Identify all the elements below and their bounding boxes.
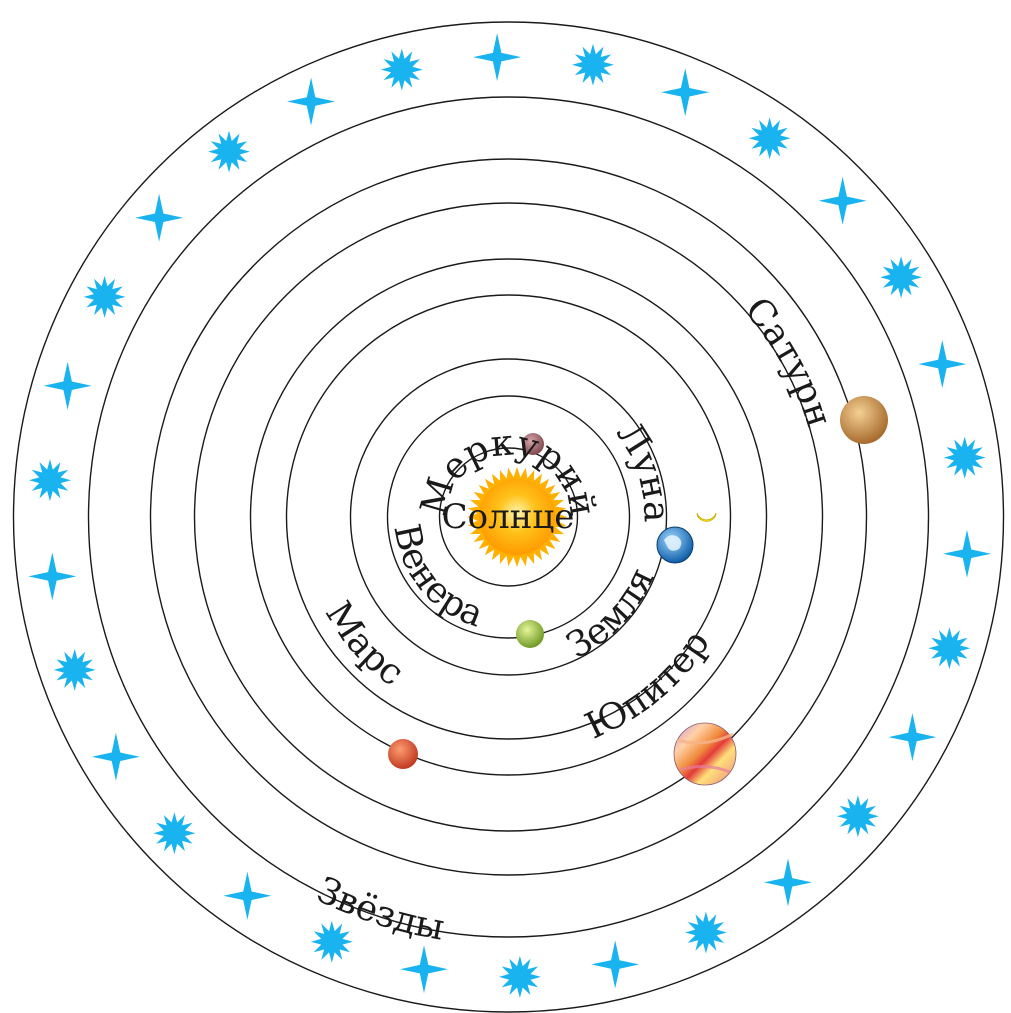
star-icon [685, 912, 727, 954]
saturn-label: Сатурн [737, 290, 840, 432]
venus-label: Венера [385, 521, 489, 636]
star-icon [29, 459, 71, 501]
star-icon [54, 649, 96, 691]
venus-icon [516, 620, 544, 648]
star-icon [928, 627, 970, 669]
star-icon [918, 340, 966, 388]
star-icon [44, 362, 92, 410]
saturn-icon [840, 396, 888, 444]
star-icon [572, 44, 614, 86]
star-icon [153, 812, 195, 854]
star-icon [135, 194, 183, 242]
star-icon [28, 552, 76, 600]
mars-label: Марс [317, 595, 411, 695]
star-icon [944, 437, 986, 479]
star-icon [92, 733, 140, 781]
jupiter-icon [674, 723, 736, 785]
star-icon [749, 117, 791, 159]
star-icon [311, 921, 353, 963]
star-icon [208, 131, 250, 173]
star-icon [223, 872, 271, 920]
mars-icon [388, 739, 418, 769]
star-icon [473, 33, 521, 81]
star-icon [880, 256, 922, 298]
earth-label: Земля [560, 561, 663, 667]
star-icon [287, 78, 335, 126]
moon-icon [697, 513, 716, 521]
star-icon [499, 956, 541, 998]
moon-label: Луна [608, 415, 677, 523]
star-icon [381, 49, 423, 91]
star-icon [943, 530, 991, 578]
sun-label: Солнце [442, 497, 575, 537]
star-icon [591, 940, 639, 988]
star-icon [661, 68, 709, 116]
star-icon [400, 945, 448, 993]
star-icon [837, 795, 879, 837]
star-icon [888, 713, 936, 761]
star-icon [764, 858, 812, 906]
star-icon [819, 177, 867, 225]
earth-icon [657, 527, 693, 563]
star-icon [84, 276, 126, 318]
